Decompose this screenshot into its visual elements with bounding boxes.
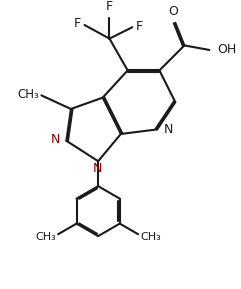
- Text: F: F: [74, 17, 81, 30]
- Text: N: N: [51, 133, 60, 146]
- Text: N: N: [92, 162, 102, 175]
- Text: F: F: [106, 0, 113, 13]
- Text: O: O: [168, 5, 178, 18]
- Text: OH: OH: [217, 43, 237, 56]
- Text: CH₃: CH₃: [141, 232, 161, 242]
- Text: N: N: [164, 123, 173, 136]
- Text: CH₃: CH₃: [17, 88, 39, 101]
- Text: CH₃: CH₃: [35, 232, 56, 242]
- Text: F: F: [136, 20, 143, 33]
